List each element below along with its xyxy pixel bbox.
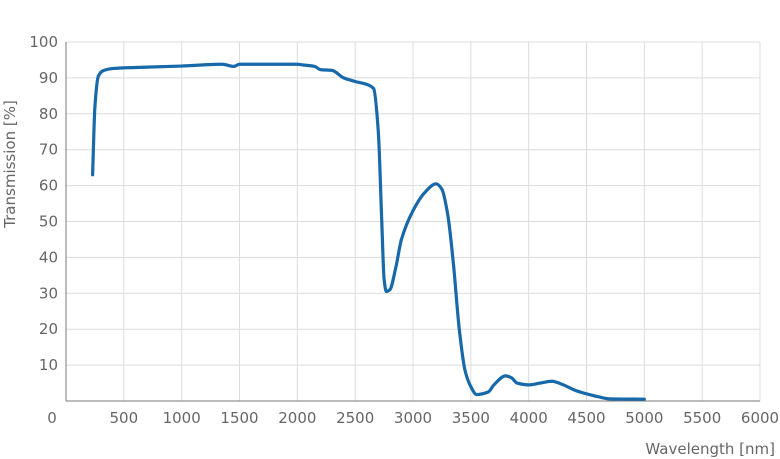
x-tick-label: 500 [110, 409, 139, 427]
y-tick-label: 30 [39, 284, 58, 302]
y-tick-label: 60 [39, 177, 58, 195]
x-tick-label: 0 [47, 409, 57, 427]
y-axis-label: Transmission [%] [1, 100, 19, 229]
transmission-series-line [91, 62, 646, 401]
x-tick-label: 2000 [278, 409, 316, 427]
x-tick-label: 1500 [220, 409, 258, 427]
y-tick-label: 80 [39, 105, 58, 123]
x-tick-label: 2500 [336, 409, 374, 427]
y-axis-ticks: 10 20 30 40 50 60 70 80 90 100 [29, 33, 58, 374]
x-tick-label: 4500 [567, 409, 605, 427]
x-tick-label: 3000 [394, 409, 432, 427]
y-tick-label: 50 [39, 213, 58, 231]
y-tick-label: 70 [39, 141, 58, 159]
y-tick-label: 10 [39, 356, 58, 374]
data-series [91, 62, 646, 401]
y-tick-label: 90 [39, 69, 58, 87]
grid-lines [66, 41, 761, 401]
x-tick-label: 6000 [741, 409, 779, 427]
y-tick-label: 40 [39, 248, 58, 266]
x-tick-label: 3500 [452, 409, 490, 427]
x-axis-label: Wavelength [nm] [645, 440, 775, 458]
x-axis-ticks: 0 500 1000 1500 2000 2500 3000 3500 4000 4500 5000… [47, 409, 779, 427]
y-tick-label: 100 [29, 33, 58, 51]
y-tick-label: 20 [39, 320, 58, 338]
x-tick-label: 4000 [510, 409, 548, 427]
x-tick-label: 5500 [683, 409, 721, 427]
x-tick-label: 1000 [163, 409, 201, 427]
x-tick-label: 5000 [625, 409, 663, 427]
axes [65, 42, 760, 402]
